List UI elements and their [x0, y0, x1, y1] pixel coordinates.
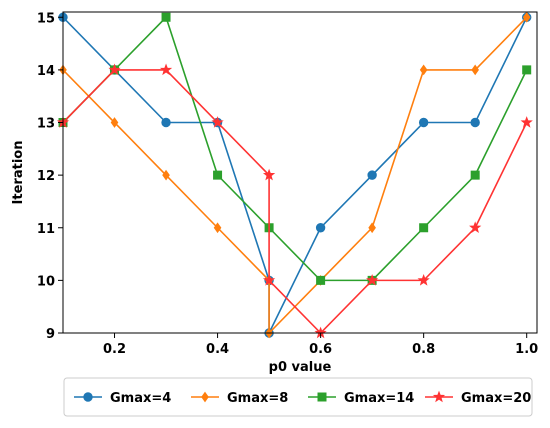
data-point: [262, 168, 276, 181]
legend-label: Gmax=4: [110, 391, 171, 406]
series-line: [63, 15, 528, 282]
data-point: [417, 273, 430, 286]
legend-item: Gmax=20: [425, 390, 531, 406]
series-gmax-8: [59, 11, 531, 339]
legend-item: Gmax=8: [191, 391, 288, 406]
legend-label: Gmax=20: [461, 391, 531, 406]
data-point: [316, 275, 326, 285]
series-line: [63, 16, 528, 333]
y-tick-label: 13: [37, 117, 55, 132]
y-tick-label: 12: [37, 169, 55, 184]
data-point: [471, 64, 479, 76]
x-tick-label: 0.8: [412, 342, 435, 357]
y-tick-label: 11: [37, 222, 55, 237]
y-tick-label: 14: [37, 64, 55, 79]
y-axis: 9 10 11 12 13 14 15: [37, 11, 63, 342]
x-tick-label: 0.4: [206, 342, 229, 357]
series-gmax-20: [56, 63, 533, 339]
data-point: [366, 273, 379, 286]
x-tick-label: 1.0: [515, 342, 538, 357]
data-point: [108, 63, 121, 76]
legend-label: Gmax=8: [227, 391, 288, 406]
data-point: [315, 223, 326, 233]
data-point: [161, 117, 171, 128]
x-tick-label: 0.2: [103, 342, 126, 357]
y-axis-title: Iteration: [11, 141, 26, 205]
legend-item: Gmax=14: [308, 391, 414, 406]
x-axis-title: p0 value: [269, 360, 332, 375]
y-tick-label: 9: [46, 327, 55, 342]
data-point: [419, 223, 429, 233]
y-tick-label: 15: [37, 11, 55, 26]
data-point: [368, 222, 376, 234]
data-point: [213, 222, 222, 234]
x-axis: 0.2 0.4 0.6 0.8 1.0: [103, 333, 538, 357]
legend-marker: [83, 392, 93, 402]
data-point: [469, 221, 482, 233]
legend-marker: [317, 392, 327, 402]
data-point: [470, 117, 480, 128]
legend-label: Gmax=14: [344, 391, 414, 406]
data-point: [162, 169, 170, 181]
series-layer: [56, 11, 533, 339]
data-point: [470, 170, 480, 180]
data-point: [159, 63, 173, 76]
data-point: [419, 64, 428, 76]
data-point: [367, 170, 377, 180]
data-point: [213, 170, 223, 180]
data-point: [161, 12, 171, 22]
legend-box: [63, 377, 533, 417]
y-tick-label: 10: [37, 274, 55, 289]
series-line: [63, 69, 528, 333]
legend-marker: [201, 391, 209, 403]
legend-marker: [432, 390, 446, 403]
data-point: [520, 116, 533, 128]
data-point: [418, 117, 429, 128]
series-gmax-4: [58, 12, 532, 338]
data-point: [211, 116, 224, 128]
series-line: [63, 16, 528, 333]
plot-area-frame: [62, 11, 538, 334]
data-point: [522, 11, 531, 23]
data-point: [262, 273, 276, 286]
data-point: [522, 65, 532, 75]
data-point: [110, 117, 119, 128]
legend-item: Gmax=4: [74, 391, 171, 406]
legend: Gmax=4 Gmax=8 Gmax=14 Gmax=20: [63, 377, 533, 417]
x-tick-label: 0.6: [309, 342, 332, 357]
